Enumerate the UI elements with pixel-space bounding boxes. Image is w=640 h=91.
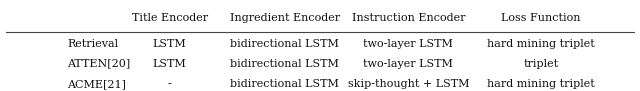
Text: ACME[21]: ACME[21] xyxy=(67,79,126,89)
Text: Title Encoder: Title Encoder xyxy=(132,13,207,23)
Text: ATTEN[20]: ATTEN[20] xyxy=(67,59,131,69)
Text: -: - xyxy=(168,79,172,89)
Text: bidirectional LSTM: bidirectional LSTM xyxy=(230,79,339,89)
Text: triplet: triplet xyxy=(524,59,558,69)
Text: Instruction Encoder: Instruction Encoder xyxy=(351,13,465,23)
Text: bidirectional LSTM: bidirectional LSTM xyxy=(230,39,339,49)
Text: LSTM: LSTM xyxy=(153,59,186,69)
Text: Loss Function: Loss Function xyxy=(501,13,580,23)
Text: bidirectional LSTM: bidirectional LSTM xyxy=(230,59,339,69)
Text: hard mining triplet: hard mining triplet xyxy=(487,39,595,49)
Text: Ingredient Encoder: Ingredient Encoder xyxy=(230,13,340,23)
Text: Retrieval: Retrieval xyxy=(67,39,118,49)
Text: hard mining triplet: hard mining triplet xyxy=(487,79,595,89)
Text: two-layer LSTM: two-layer LSTM xyxy=(364,59,453,69)
Text: skip-thought + LSTM: skip-thought + LSTM xyxy=(348,79,469,89)
Text: two-layer LSTM: two-layer LSTM xyxy=(364,39,453,49)
Text: LSTM: LSTM xyxy=(153,39,186,49)
